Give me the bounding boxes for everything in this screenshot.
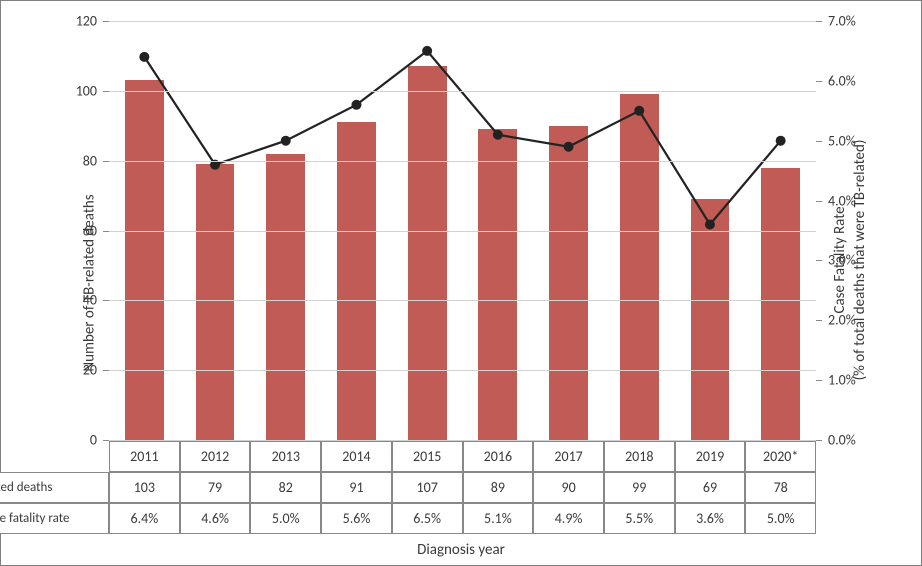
chart-container: Number of TB-related deaths Case Fatalit…: [0, 0, 922, 566]
table-cell-bar-value: 91: [321, 472, 392, 503]
table-cell-year: 2019: [675, 441, 746, 472]
line-marker: [139, 52, 149, 62]
tick-label-left: 60: [83, 222, 109, 239]
table-cell-line-value: 5.6%: [321, 503, 392, 534]
legend-bars: TB-related deaths: [0, 472, 109, 503]
table-cell-bar-value: 99: [604, 472, 675, 503]
table-cell-year: 2018: [604, 441, 675, 472]
table-cell-line-value: 5.0%: [250, 503, 321, 534]
plot-area: 0204060801001200.0%1.0%2.0%3.0%4.0%5.0%6…: [109, 21, 816, 441]
y-axis-left-label: Number of TB-related deaths: [81, 194, 99, 371]
table-cell-year: 2014: [321, 441, 392, 472]
table-cell-line-value: 4.6%: [180, 503, 251, 534]
line-marker: [281, 136, 291, 146]
table-cell-line-value: 4.9%: [533, 503, 604, 534]
line-marker: [564, 142, 574, 152]
tick-label-left: 120: [76, 13, 109, 30]
table-cell-year: 2017: [533, 441, 604, 472]
table-cell-year: 2016: [463, 441, 534, 472]
gridline: [109, 231, 816, 232]
table-cell-line-value: 6.4%: [109, 503, 180, 534]
table-cell-bar-value: 90: [533, 472, 604, 503]
tick-label-right: 4.0%: [816, 192, 856, 209]
line-marker: [705, 220, 715, 230]
tick-label-left: 100: [76, 82, 109, 99]
line-marker: [493, 130, 503, 140]
table-cell-line-value: 5.5%: [604, 503, 675, 534]
table-cell-bar-value: 79: [180, 472, 251, 503]
line-series: [144, 51, 780, 225]
table-cell-line-value: 6.5%: [392, 503, 463, 534]
legend-line-label: TB Case fatality rate: [0, 511, 69, 526]
table-cell-year: 2013: [250, 441, 321, 472]
x-axis-label: Diagnosis year: [417, 541, 505, 559]
line-marker: [351, 100, 361, 110]
data-table: 2011201220132014201520162017201820192020…: [109, 441, 816, 535]
table-cell-line-value: 5.0%: [745, 503, 816, 534]
tick-label-left: 20: [83, 362, 109, 379]
table-cell-bar-value: 107: [392, 472, 463, 503]
tick-label-right: 3.0%: [816, 252, 856, 269]
gridline: [109, 161, 816, 162]
legend-spacer: [0, 441, 109, 472]
line-marker: [634, 106, 644, 116]
table-row-years: 2011201220132014201520162017201820192020…: [109, 441, 816, 472]
tick-label-right: 7.0%: [816, 13, 856, 30]
table-row-bars: TB-related deaths 1037982911078990996978: [109, 472, 816, 503]
table-cell-bar-value: 82: [250, 472, 321, 503]
table-cell-year: 2012: [180, 441, 251, 472]
table-cell-year: 2011: [109, 441, 180, 472]
tick-label-left: 40: [83, 292, 109, 309]
tick-label-right: 5.0%: [816, 132, 856, 149]
line-marker: [422, 46, 432, 56]
table-cell-line-value: 3.6%: [675, 503, 746, 534]
line-marker: [776, 136, 786, 146]
table-cell-bar-value: 103: [109, 472, 180, 503]
gridline: [109, 91, 816, 92]
table-cell-bar-value: 89: [463, 472, 534, 503]
tick-label-right: 1.0%: [816, 372, 856, 389]
table-cell-bar-value: 78: [745, 472, 816, 503]
gridline: [109, 300, 816, 301]
tick-label-right: 6.0%: [816, 72, 856, 89]
gridline: [109, 370, 816, 371]
table-cell-year: 2020*: [745, 441, 816, 472]
legend-bars-label: TB-related deaths: [0, 480, 52, 495]
tick-label-right: 0.0%: [816, 432, 856, 449]
table-cell-year: 2015: [392, 441, 463, 472]
tick-label-left: 80: [83, 152, 109, 169]
legend-line: TB Case fatality rate: [0, 503, 109, 534]
gridline: [109, 21, 816, 22]
table-row-line: TB Case fatality rate 6.4%4.6%5.0%5.6%6.…: [109, 503, 816, 534]
table-cell-bar-value: 69: [675, 472, 746, 503]
tick-label-right: 2.0%: [816, 312, 856, 329]
table-cell-line-value: 5.1%: [463, 503, 534, 534]
